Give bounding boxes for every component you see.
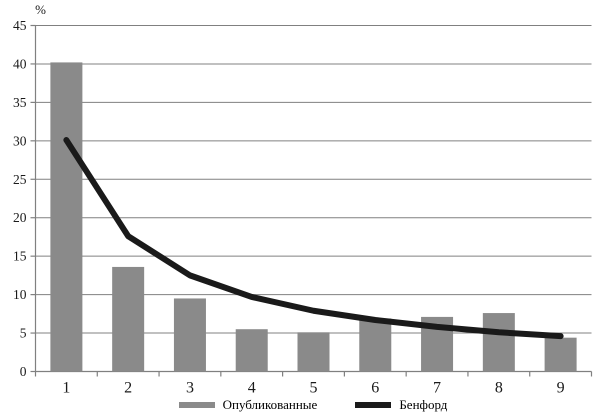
published-bar <box>544 337 577 372</box>
legend-item-published: Опубликованные <box>178 397 318 412</box>
x-tick-label: 4 <box>248 380 256 397</box>
published-bar <box>50 62 83 372</box>
y-tick-label: 10 <box>13 287 27 302</box>
x-tick-label: 2 <box>124 380 132 397</box>
y-axis-unit-label: % <box>35 2 46 17</box>
y-tick-label: 25 <box>13 172 27 187</box>
published-bar <box>359 318 392 372</box>
legend-label-benford: Бенфорд <box>399 397 448 412</box>
x-tick-label: 7 <box>433 380 441 397</box>
published-bar <box>482 313 515 372</box>
y-tick-label: 35 <box>13 95 27 110</box>
y-tick-label: 30 <box>13 133 27 148</box>
published-bar <box>173 298 206 372</box>
x-tick-label: 3 <box>186 380 194 397</box>
x-tick-label: 9 <box>557 380 565 397</box>
y-tick-label: 40 <box>13 56 27 71</box>
x-tick-label: 6 <box>371 380 379 397</box>
legend-label-published: Опубликованные <box>222 397 318 412</box>
y-tick-label: 5 <box>20 326 27 341</box>
chart-legend: Опубликованные Бенфорд <box>35 398 591 411</box>
x-tick-label: 1 <box>62 380 70 397</box>
benford-line <box>63 137 564 340</box>
published-bar <box>235 329 268 372</box>
published-bar <box>112 266 145 372</box>
y-tick-label: 20 <box>13 210 27 225</box>
published-bar-swatch <box>178 401 215 408</box>
legend-item-benford: Бенфорд <box>355 398 447 411</box>
y-tick-label: 0 <box>20 364 27 379</box>
benford-line-swatch <box>355 401 392 408</box>
y-tick-label: 15 <box>13 249 27 264</box>
published-bar <box>297 332 330 372</box>
y-tick-label: 45 <box>13 18 27 33</box>
x-tick-label: 8 <box>495 380 503 397</box>
x-tick-label: 5 <box>310 380 318 397</box>
